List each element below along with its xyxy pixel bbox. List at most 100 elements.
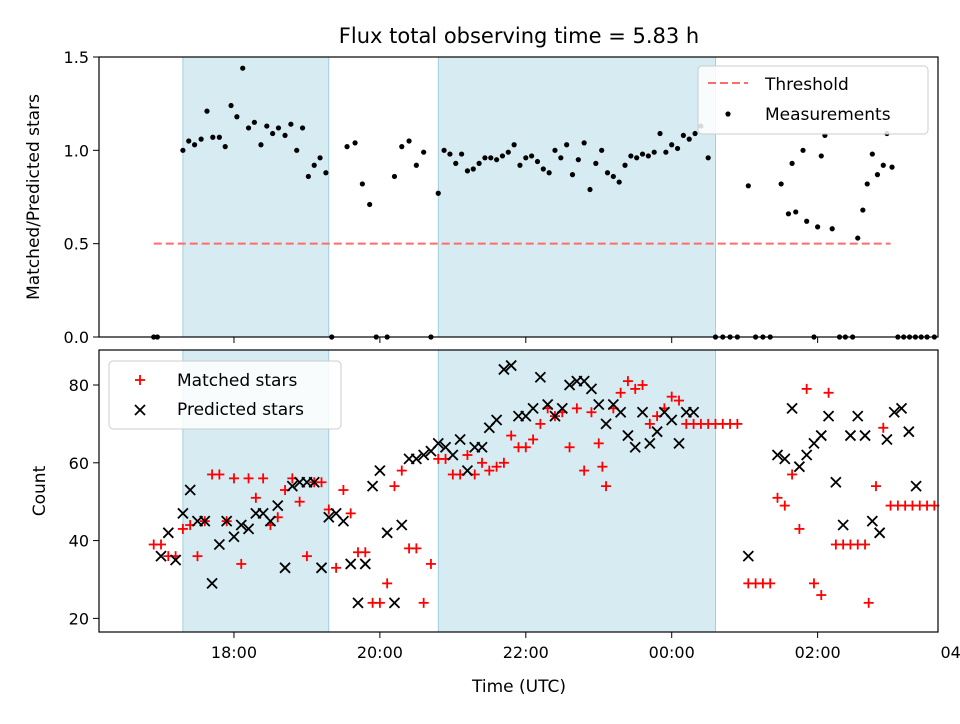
legend-matched-label: Matched stars <box>177 371 297 391</box>
measurement-point <box>435 190 441 196</box>
matched-star-point <box>360 547 371 558</box>
legend-measurements-swatch <box>725 111 731 117</box>
chart-title: Flux total observing time = 5.83 h <box>339 24 699 48</box>
predicted-star-point <box>169 554 182 566</box>
predicted-star-point <box>388 597 401 609</box>
measurement-point <box>657 130 663 137</box>
matched-star-point <box>389 481 400 492</box>
measurement-point <box>222 144 228 150</box>
predicted-star-point <box>242 523 255 535</box>
predicted-star-point <box>622 429 634 442</box>
predicted-star-point <box>859 429 871 442</box>
measurement-point <box>505 149 511 155</box>
bottom-panel: 18:0020:0022:0000:0002:0004:0006:0020406… <box>30 349 960 697</box>
top-panel-frame <box>98 56 939 338</box>
x-tick-label: 22:00 <box>503 643 549 662</box>
predicted-star-point <box>866 515 878 527</box>
matched-star-point <box>860 539 871 550</box>
measurement-point <box>669 142 675 148</box>
predicted-star-point <box>673 437 685 449</box>
matched-star-point <box>586 407 597 418</box>
matched-star-point <box>301 551 312 562</box>
predicted-star-point <box>315 562 328 574</box>
x-tick-label: 04:00 <box>940 643 960 662</box>
measurement-point <box>829 226 835 232</box>
predicted-star-point <box>636 406 649 418</box>
measurement-point <box>482 155 488 161</box>
matched-star-point <box>772 492 783 503</box>
predicted-star-point <box>374 464 386 477</box>
measurement-point <box>815 224 821 230</box>
x-tick-label: 18:00 <box>211 643 257 662</box>
measurement-point <box>441 147 447 153</box>
matched-star-point <box>418 597 429 608</box>
matched-star-point <box>382 578 393 589</box>
predicted-star-point <box>381 527 393 539</box>
predicted-star-point <box>366 480 379 492</box>
matched-star-point <box>801 383 812 394</box>
bottom-panel-series <box>148 359 940 609</box>
measurement-point <box>464 168 471 174</box>
measurement-point <box>889 164 895 170</box>
matched-star-point <box>808 578 819 589</box>
predicted-star-point <box>903 426 915 438</box>
legend-threshold-label: Threshold <box>764 75 849 95</box>
y-tick-label: 0.5 <box>64 235 89 254</box>
matched-star-point <box>214 469 225 480</box>
measurement-point <box>680 132 686 138</box>
matched-star-point <box>535 418 546 429</box>
predicted-star-point <box>213 538 226 551</box>
predicted-star-point <box>454 433 466 446</box>
predicted-star-point <box>476 441 488 453</box>
measurement-point <box>575 157 581 163</box>
matched-star-point <box>637 380 648 391</box>
predicted-star-point <box>177 507 189 520</box>
matched-star-point <box>794 523 805 534</box>
predicted-star-point <box>264 515 277 527</box>
matched-star-point <box>338 485 349 496</box>
measurement-point <box>210 134 216 140</box>
measurement-point <box>275 125 282 131</box>
measurement-point <box>880 162 886 168</box>
predicted-star-point <box>352 597 364 609</box>
predicted-star-point <box>542 398 554 411</box>
predicted-star-point <box>651 426 663 438</box>
matched-star-point <box>615 387 626 398</box>
x-tick-label: 20:00 <box>357 643 403 662</box>
measurement-point <box>251 119 257 125</box>
predicted-star-point <box>461 464 474 477</box>
measurement-point <box>299 125 306 131</box>
matched-star-point <box>579 465 590 476</box>
matched-star-point <box>345 508 356 519</box>
measurement-point <box>778 181 784 187</box>
measurement-point <box>645 153 651 159</box>
matched-star-point <box>425 558 436 569</box>
measurement-point <box>288 121 294 127</box>
predicted-star-point <box>447 449 459 461</box>
measurement-point <box>804 218 810 224</box>
measurement-point <box>793 209 799 215</box>
matched-star-point <box>732 418 743 429</box>
matched-star-point <box>243 473 254 484</box>
measurement-point <box>869 151 875 157</box>
predicted-star-point <box>615 406 627 418</box>
predicted-star-point <box>793 461 806 473</box>
measurement-point <box>204 108 210 114</box>
matched-star-point <box>294 496 305 507</box>
measurement-point <box>311 162 317 168</box>
predicted-star-point <box>432 437 444 449</box>
predicted-star-point <box>644 437 656 449</box>
measurement-point <box>599 147 605 153</box>
matched-star-point <box>593 438 604 449</box>
predicted-star-point <box>206 577 218 590</box>
measurement-point <box>864 181 870 187</box>
matched-star-point <box>674 395 685 406</box>
shaded-interval <box>437 56 716 338</box>
shaded-interval <box>182 56 330 338</box>
predicted-star-point <box>629 441 641 453</box>
bottom-panel-frame <box>98 349 939 633</box>
y-tick-label: 1.0 <box>64 141 89 160</box>
measurement-point <box>616 179 622 185</box>
matched-star-point <box>571 403 582 414</box>
measurement-point <box>628 153 634 159</box>
